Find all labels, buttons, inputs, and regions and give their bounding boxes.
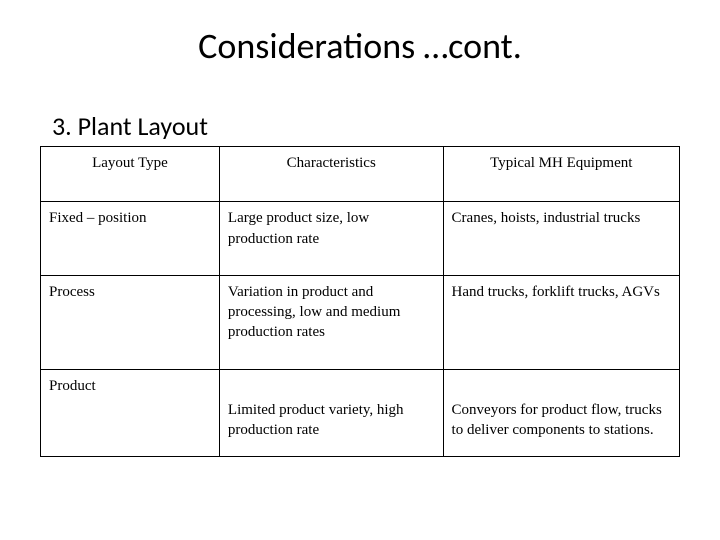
cell-equipment: Cranes, hoists, industrial trucks	[443, 202, 679, 276]
cell-equipment: Hand trucks, forklift trucks, AGVs	[443, 275, 679, 369]
cell-layout-type: Fixed – position	[41, 202, 220, 276]
cell-equipment: Conveyors for product flow, trucks to de…	[443, 369, 679, 457]
section-subtitle: 3. Plant Layout	[52, 110, 680, 142]
cell-layout-type: Product	[41, 369, 220, 457]
table-row: Fixed – position Large product size, low…	[41, 202, 680, 276]
page-title: Considerations …cont.	[40, 24, 680, 68]
table-header-row: Layout Type Characteristics Typical MH E…	[41, 147, 680, 202]
layout-table: Layout Type Characteristics Typical MH E…	[40, 146, 680, 457]
table-row: Product Limited product variety, high pr…	[41, 369, 680, 457]
cell-characteristics: Variation in product and processing, low…	[219, 275, 443, 369]
cell-layout-type: Process	[41, 275, 220, 369]
cell-characteristics: Limited product variety, high production…	[219, 369, 443, 457]
col-header-characteristics: Characteristics	[219, 147, 443, 202]
slide: Considerations …cont. 3. Plant Layout La…	[0, 0, 720, 540]
cell-characteristics: Large product size, low production rate	[219, 202, 443, 276]
table-row: Process Variation in product and process…	[41, 275, 680, 369]
col-header-layout-type: Layout Type	[41, 147, 220, 202]
col-header-equipment: Typical MH Equipment	[443, 147, 679, 202]
